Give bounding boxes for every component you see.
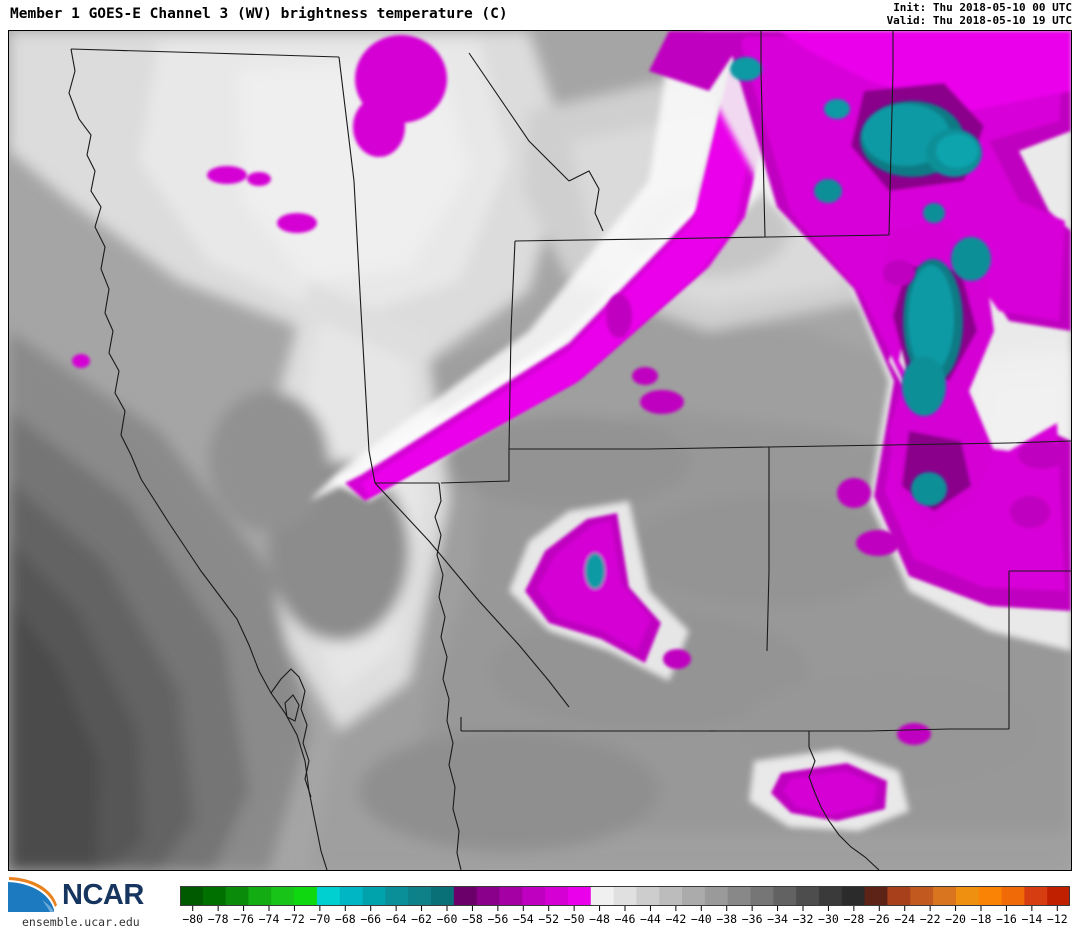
colorbar-tick-label: −78 xyxy=(208,912,229,926)
colorbar-tick-label: −32 xyxy=(793,912,814,926)
ncar-logo[interactable]: NCAR ensemble.ucar.edu xyxy=(6,876,174,932)
colorbar-cell xyxy=(796,886,820,906)
map-panel[interactable] xyxy=(8,30,1072,871)
colorbar-tick-label: −54 xyxy=(513,912,534,926)
colorbar-tick-label: −38 xyxy=(716,912,737,926)
colorbar-tick-label: −24 xyxy=(894,912,915,926)
colorbar-cell xyxy=(636,886,660,906)
colorbar-cell xyxy=(431,886,455,906)
colorbar-tick-label: −50 xyxy=(564,912,585,926)
colorbar-cell xyxy=(864,886,888,906)
colorbar-cell xyxy=(545,886,569,906)
colorbar-cell xyxy=(682,886,706,906)
colorbar-cell xyxy=(522,886,546,906)
colorbar-tick-label: −52 xyxy=(538,912,559,926)
colorbar-tick-label: −16 xyxy=(996,912,1017,926)
colorbar-cell xyxy=(613,886,637,906)
colorbar-tick-labels: −80 −78 −76 −74 −72 −70 −68 −66 −64 −62 −60 −58 −56−… xyxy=(182,912,1067,926)
colorbar-tick-label: −80 xyxy=(182,912,203,926)
political-boundaries xyxy=(68,31,1071,870)
colorbar-tick-label: −58 xyxy=(462,912,483,926)
colorbar-cell xyxy=(978,886,1002,906)
colorbar-cell xyxy=(590,886,614,906)
colorbar-cell xyxy=(180,886,204,906)
time-stamp-block: Init: Thu 2018-05-10 00 UTC Valid: Thu 2… xyxy=(887,1,1072,27)
colorbar-cell xyxy=(476,886,500,906)
colorbar-cell xyxy=(933,886,957,906)
colorbar-tick-label: −36 xyxy=(742,912,763,926)
colorbar-cell xyxy=(271,886,295,906)
page-title: Member 1 GOES-E Channel 3 (WV) brightnes… xyxy=(10,6,508,22)
colorbar-cell xyxy=(202,886,227,906)
colorbar-cell xyxy=(1047,886,1070,906)
colorbar-cell xyxy=(704,886,729,906)
ncar-logo-text: NCAR xyxy=(62,879,144,911)
colorbar-cells xyxy=(180,886,1070,906)
colorbar-tick-label: −30 xyxy=(818,912,839,926)
colorbar-cell xyxy=(499,886,523,906)
colorbar-tick-label: −48 xyxy=(589,912,610,926)
valid-time-label: Valid: Thu 2018-05-10 19 UTC xyxy=(886,14,1072,27)
colorbar-cell xyxy=(727,886,751,906)
colorbar-tick-label: −20 xyxy=(945,912,966,926)
satellite-field xyxy=(9,31,1071,870)
colorbar-tick-label: −70 xyxy=(309,912,330,926)
colorbar-cell xyxy=(248,886,272,906)
colorbar-cell xyxy=(955,886,980,906)
colorbar-cell xyxy=(453,886,478,906)
ncar-logo-url: ensemble.ucar.edu xyxy=(22,915,140,929)
colorbar-cell xyxy=(818,886,843,906)
colorbar-tick-label: −34 xyxy=(767,912,788,926)
ncar-logo-mark xyxy=(8,877,57,912)
colorbar-cell xyxy=(1024,886,1048,906)
colorbar-tick-label: −72 xyxy=(284,912,305,926)
colorbar-cell xyxy=(1001,886,1025,906)
colorbar-tick-label: −28 xyxy=(843,912,864,926)
colorbar-tick-label: −60 xyxy=(437,912,458,926)
colorbar-tick-label: −76 xyxy=(233,912,254,926)
colorbar-tick-label: −12 xyxy=(1047,912,1068,926)
init-time-label: Init: Thu 2018-05-10 00 UTC xyxy=(893,1,1072,14)
colorbar-cell xyxy=(773,886,797,906)
colorbar-tick-label: −22 xyxy=(920,912,941,926)
colorbar-cell xyxy=(887,886,911,906)
colorbar-cell xyxy=(567,886,592,906)
colorbar-tick-label: −46 xyxy=(615,912,636,926)
colorbar-ticks xyxy=(192,906,1058,911)
colorbar-tick-label: −74 xyxy=(259,912,280,926)
colorbar-tick-label: −64 xyxy=(386,912,407,926)
colorbar-cell xyxy=(294,886,318,906)
colorbar-cell xyxy=(910,886,934,906)
colorbar-tick-label: −66 xyxy=(360,912,381,926)
colorbar-tick-label: −44 xyxy=(640,912,661,926)
colorbar-cell xyxy=(316,886,341,906)
colorbar-cell xyxy=(408,886,432,906)
colorbar-tick-label: −42 xyxy=(665,912,686,926)
colorbar-cell xyxy=(362,886,386,906)
colorbar-cell xyxy=(750,886,774,906)
colorbar-tick-label: −14 xyxy=(1021,912,1042,926)
colorbar-tick-label: −40 xyxy=(691,912,712,926)
colorbar[interactable]: −80 −78 −76 −74 −72 −70 −68 −66 −64 −62 −60 −58 −56−… xyxy=(180,886,1070,932)
colorbar-svg: −80 −78 −76 −74 −72 −70 −68 −66 −64 −62 −60 −58 −56−… xyxy=(180,886,1070,926)
colorbar-cell xyxy=(339,886,363,906)
colorbar-tick-label: −56 xyxy=(487,912,508,926)
header: Member 1 GOES-E Channel 3 (WV) brightnes… xyxy=(0,0,1080,30)
colorbar-tick-label: −26 xyxy=(869,912,890,926)
colorbar-cell xyxy=(841,886,866,906)
colorbar-tick-label: −62 xyxy=(411,912,432,926)
colorbar-cell xyxy=(385,886,409,906)
colorbar-tick-label: −68 xyxy=(335,912,356,926)
colorbar-cell xyxy=(659,886,683,906)
colorbar-outline xyxy=(180,886,1070,906)
footer: NCAR ensemble.ucar.edu −80 −78 −76 −74 −72 −7… xyxy=(0,872,1080,936)
colorbar-cell xyxy=(225,886,249,906)
colorbar-tick-label: −18 xyxy=(971,912,992,926)
